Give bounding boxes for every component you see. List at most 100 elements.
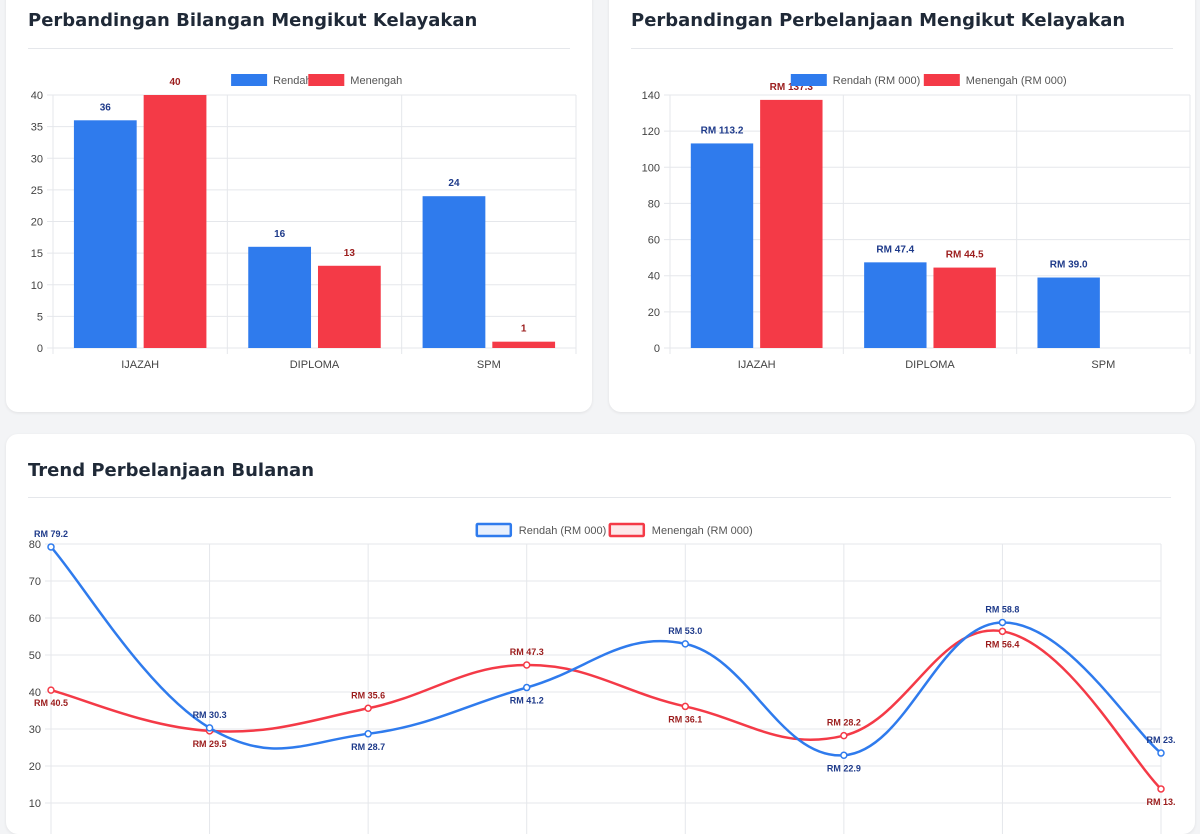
y-tick-label: 40	[29, 687, 41, 699]
legend-swatch	[608, 522, 646, 538]
y-tick-label: 25	[31, 185, 43, 197]
legend-swatch	[790, 74, 827, 86]
legend-label: Rendah	[273, 75, 312, 87]
data-label: RM 28.7	[351, 742, 385, 752]
bar	[422, 196, 486, 348]
y-tick-label: 100	[642, 162, 660, 174]
y-tick-label: 40	[31, 90, 43, 102]
y-tick-label: 15	[31, 248, 43, 260]
bar	[864, 262, 927, 348]
x-tick-label: IJAZAH	[121, 359, 159, 371]
data-label: RM 56.4	[985, 639, 1019, 649]
data-point	[47, 686, 55, 694]
data-label: RM 30.3	[193, 710, 227, 720]
trend-chart-title: Trend Perbelanjaan Bulanan	[28, 460, 315, 481]
data-point	[840, 751, 848, 760]
legend-label: Rendah (RM 000)	[519, 525, 606, 537]
title-divider	[28, 497, 1171, 498]
legend-label: Menengah	[350, 75, 402, 87]
data-label: RM 44.5	[946, 250, 984, 261]
data-label: RM 113.2	[701, 125, 744, 136]
bilangan-bar-chart: 0 5 10 15 20 25 30 35 40 IJAZAH 36 40 DIPLOMA 16 13 SPM…	[31, 74, 577, 371]
bar	[492, 341, 556, 348]
bar	[760, 99, 823, 348]
legend-label: Menengah (RM 000)	[652, 525, 753, 537]
data-label: RM 137.3	[770, 82, 814, 93]
data-label: RM 35.6	[351, 690, 385, 700]
data-label: RM 22.9	[827, 763, 861, 773]
y-tick-label: 50	[29, 650, 41, 662]
trend-chart-card: Trend Perbelanjaan Bulanan 10 20 30 40 50 60 7…	[6, 434, 1195, 834]
y-tick-label: 140	[642, 90, 660, 102]
data-label: 24	[448, 178, 460, 189]
data-point	[522, 661, 531, 669]
bar	[248, 246, 312, 348]
data-label: 13	[344, 248, 356, 259]
data-point	[364, 730, 372, 738]
x-tick-label: SPM	[1091, 359, 1115, 371]
data-label: 16	[274, 229, 286, 240]
y-tick-label: 0	[654, 343, 660, 355]
legend-swatch	[308, 74, 345, 86]
perbelanjaan-bar-chart: 0 20 40 60 80 100 120 140 IJAZAH RM 113.2 RM 137.3…	[642, 74, 1191, 371]
data-label: RM 29.5	[193, 739, 227, 749]
y-tick-label: 120	[642, 126, 660, 138]
data-point	[1157, 785, 1165, 793]
y-tick-label: 80	[648, 198, 660, 210]
legend-swatch	[231, 74, 268, 86]
data-label: RM 28.2	[827, 718, 861, 728]
y-tick-label: 30	[29, 724, 41, 736]
bar	[73, 120, 137, 348]
y-tick-label: 5	[37, 311, 43, 323]
y-tick-label: 10	[29, 798, 41, 810]
y-tick-label: 30	[31, 153, 43, 165]
data-label: RM 53.0	[668, 626, 702, 636]
data-label: RM 79.2	[34, 529, 68, 539]
y-tick-label: 20	[31, 217, 43, 229]
bar	[690, 143, 754, 348]
data-point	[998, 618, 1007, 627]
bar	[143, 95, 207, 348]
data-point	[1157, 749, 1165, 757]
data-label: RM 58.8	[985, 604, 1019, 614]
title-divider	[631, 48, 1173, 49]
perbelanjaan-chart-title: Perbandingan Perbelanjaan Mengikut Kelay…	[631, 10, 1126, 31]
y-tick-label: 10	[31, 280, 43, 292]
y-tick-label: 60	[29, 613, 41, 625]
bilangan-chart-card: Perbandingan Bilangan Mengikut Kelayakan…	[6, 0, 592, 412]
y-tick-label: 40	[648, 271, 660, 283]
data-label: RM 36.1	[668, 714, 702, 724]
data-point	[681, 702, 690, 711]
y-tick-label: 20	[648, 307, 660, 319]
data-label: RM 40.5	[34, 698, 68, 708]
y-tick-label: 20	[29, 761, 41, 773]
perbelanjaan-chart-card: Perbandingan Perbelanjaan Mengikut Kelay…	[609, 0, 1195, 412]
data-point	[47, 543, 55, 551]
bilangan-chart-title: Perbandingan Bilangan Mengikut Kelayakan	[28, 10, 478, 31]
legend-swatch	[475, 522, 513, 538]
data-point	[840, 731, 848, 740]
data-label: RM 41.2	[510, 696, 544, 706]
legend-label: Rendah (RM 000)	[833, 75, 920, 87]
data-point	[998, 627, 1007, 636]
data-label: RM 47.3	[510, 647, 544, 657]
bar	[933, 267, 996, 348]
legend-label: Menengah (RM 000)	[966, 75, 1067, 87]
data-label: 40	[169, 77, 181, 88]
bar	[1037, 277, 1100, 348]
legend-swatch	[923, 74, 960, 86]
data-point	[522, 683, 531, 692]
data-point	[364, 704, 372, 713]
y-tick-label: 0	[37, 343, 43, 355]
y-tick-label: 60	[648, 235, 660, 247]
data-label: 1	[521, 324, 527, 335]
title-divider	[28, 48, 570, 49]
data-label: RM 47.4	[876, 244, 914, 255]
y-tick-label: 80	[29, 539, 41, 551]
x-tick-label: DIPLOMA	[905, 359, 955, 371]
series-line	[50, 546, 1162, 757]
data-label: 36	[100, 102, 112, 113]
data-label: RM 23.	[1146, 735, 1175, 745]
data-label: RM 13.	[1146, 797, 1175, 807]
